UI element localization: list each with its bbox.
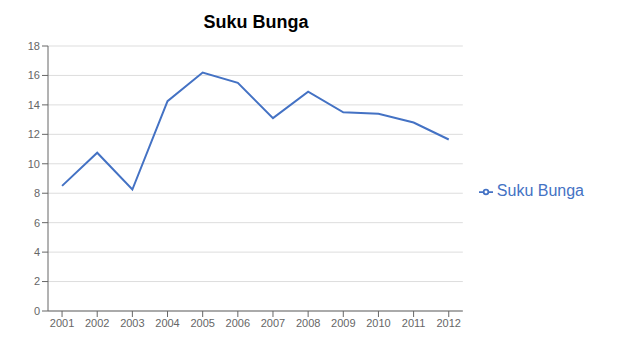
svg-text:2010: 2010 <box>366 317 390 329</box>
svg-text:14: 14 <box>28 99 40 111</box>
html-text:Suku Bunga: Suku Bunga <box>203 12 309 32</box>
svg-text:2007: 2007 <box>261 317 285 329</box>
svg-text:2: 2 <box>34 275 40 287</box>
svg-text:10: 10 <box>28 158 40 170</box>
svg-text:2005: 2005 <box>190 317 214 329</box>
svg-text:2003: 2003 <box>120 317 144 329</box>
svg-text:8: 8 <box>34 187 40 199</box>
svg-text:12: 12 <box>28 128 40 140</box>
svg-text:2009: 2009 <box>331 317 355 329</box>
svg-text:2011: 2011 <box>402 317 426 329</box>
svg-text:18: 18 <box>28 40 40 52</box>
svg-text:2006: 2006 <box>226 317 250 329</box>
svg-text:6: 6 <box>34 217 40 229</box>
svg-text:2012: 2012 <box>437 317 461 329</box>
svg-text:2004: 2004 <box>155 317 179 329</box>
svg-text:2008: 2008 <box>296 317 320 329</box>
svg-text:4: 4 <box>34 246 40 258</box>
svg-text:0: 0 <box>34 305 40 317</box>
svg-text:2001: 2001 <box>50 317 74 329</box>
svg-text:2002: 2002 <box>85 317 109 329</box>
html-text:Suku Bunga: Suku Bunga <box>496 182 584 199</box>
svg-text:16: 16 <box>28 69 40 81</box>
